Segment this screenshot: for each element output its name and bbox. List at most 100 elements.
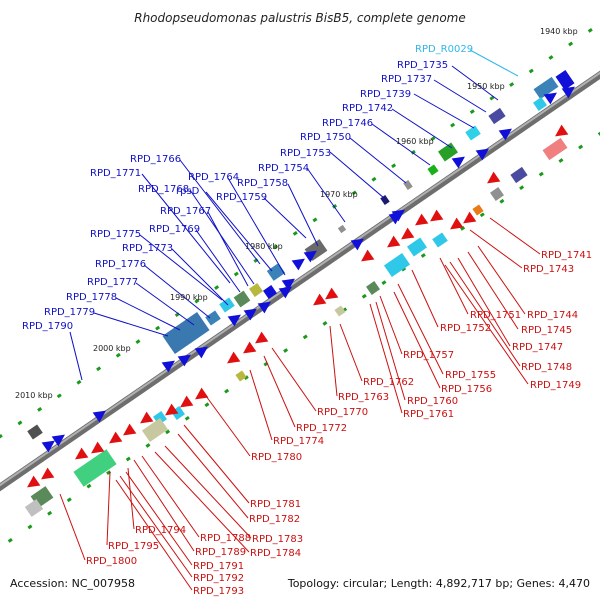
leader-line <box>467 251 519 330</box>
leader-line <box>287 183 319 247</box>
gene-label: RPD_1776 <box>95 259 146 270</box>
gene-label: RPD_1764 <box>188 172 239 183</box>
forward-gene-labels: RPD_R0029 RPD_1735 RPD_1737 RPD_1739 RPD… <box>22 44 473 332</box>
gene-label: RPD_1735 <box>397 60 448 71</box>
leader-line <box>413 93 475 129</box>
gene-label: RPD_1753 <box>280 148 331 159</box>
leader-line <box>391 108 453 149</box>
forward-gene-block <box>263 285 277 299</box>
tick-dash <box>243 375 249 380</box>
gene-arrow <box>194 346 208 359</box>
tick-dash <box>430 136 436 142</box>
reverse-gene-block <box>432 232 448 248</box>
leader-line <box>141 455 200 538</box>
gene-arrow <box>255 331 269 344</box>
gene-arrow <box>41 440 55 453</box>
leader-line <box>379 295 403 355</box>
gene-label: RPD_1754 <box>258 163 309 174</box>
leader-line <box>477 245 526 315</box>
topology-text: Topology: circular; Length: 4,892,717 bp… <box>287 577 590 590</box>
gene-arrow <box>450 217 464 230</box>
reverse-gene-block <box>235 370 247 382</box>
reverse-gene-block <box>407 237 427 257</box>
gene-label: RPD_1767 <box>160 206 211 217</box>
forward-gene-block <box>249 283 263 297</box>
tick-dash <box>538 171 544 177</box>
gene-label: RPD_1756 <box>441 384 492 395</box>
leader-line <box>249 369 273 441</box>
tick-dash <box>283 348 289 353</box>
gene-label: RPD_1793 <box>193 586 244 597</box>
gene-label: RPD_1788 <box>200 533 251 544</box>
leader-line <box>306 167 346 223</box>
leader-line <box>489 217 541 255</box>
tick-label-1980: 1980 kbp <box>245 242 283 251</box>
leader-line <box>205 191 273 272</box>
forward-gene-block <box>488 107 506 125</box>
leader-line <box>263 355 296 428</box>
gene-arrow <box>91 441 105 454</box>
gene-label: RPD_1749 <box>530 380 581 391</box>
leader-line <box>133 459 195 552</box>
gene-label: RPD_1761 <box>403 409 454 420</box>
tick-dash <box>479 212 485 218</box>
gene-arrow <box>463 211 477 224</box>
tick-dash <box>253 258 259 263</box>
gene-arrow <box>543 92 557 105</box>
gene-label: RPD_1781 <box>250 499 301 510</box>
forward-gene-block <box>233 290 251 308</box>
tick-dash <box>509 82 515 87</box>
forward-gene-block <box>380 195 390 205</box>
gene-label: RPD_1769 <box>149 224 200 235</box>
gene-arrow <box>325 287 339 300</box>
forward-gene-block <box>205 310 221 326</box>
gene-arrow <box>555 124 569 137</box>
tick-dash <box>115 352 121 358</box>
gene-arrow <box>75 447 89 460</box>
leader-line <box>375 301 406 401</box>
leader-line <box>329 325 338 397</box>
tick-dash <box>460 226 466 231</box>
tick-label-1940: 1940 kbp <box>540 27 578 36</box>
gene-label: RPD_1744 <box>527 310 578 321</box>
tick-dash <box>351 190 357 196</box>
gene-label: RPD_1741 <box>541 250 592 261</box>
gene-arrow <box>227 351 241 364</box>
tick-dash <box>155 325 161 331</box>
tick-dash <box>499 198 505 204</box>
leader-line <box>457 257 511 347</box>
gene-label: RPD_1768 <box>138 184 189 195</box>
gene-arrow <box>303 250 317 263</box>
gene-arrow <box>109 431 123 444</box>
gene-arrow <box>177 354 191 367</box>
leader-line <box>69 331 83 381</box>
tick-dash <box>7 538 13 543</box>
gene-label: RPD_1743 <box>523 264 574 275</box>
leader-line <box>369 303 403 414</box>
forward-gene-block <box>219 297 235 313</box>
leader-line <box>115 479 193 591</box>
gene-label: RPD_1783 <box>252 534 303 545</box>
reverse-gene-labels: RPD_1741 RPD_1743 RPD_1744 RPD_1745 RPD_… <box>86 250 592 597</box>
tick-dash <box>469 109 475 114</box>
leader-line <box>371 123 431 166</box>
leader-line <box>164 445 252 539</box>
gene-arrow <box>195 387 209 400</box>
tick-dash <box>420 253 426 258</box>
gene-label: RPD_1755 <box>445 370 496 381</box>
gene-arrow <box>498 128 512 141</box>
leader-line <box>449 261 521 367</box>
gene-label: RPD_R0029 <box>415 44 473 55</box>
tick-dash <box>578 144 584 150</box>
tick-dash <box>56 393 62 399</box>
leader-line <box>93 312 169 337</box>
leader-line <box>439 257 469 315</box>
gene-label: RPD_1763 <box>338 392 389 403</box>
leader-line <box>397 283 444 375</box>
gene-arrow <box>51 434 65 447</box>
gene-label: RPD_1790 <box>22 321 73 332</box>
forward-gene-block <box>162 312 210 354</box>
tick-dash <box>519 185 525 191</box>
leader-line <box>207 211 249 287</box>
reverse-gene-block <box>510 166 528 184</box>
